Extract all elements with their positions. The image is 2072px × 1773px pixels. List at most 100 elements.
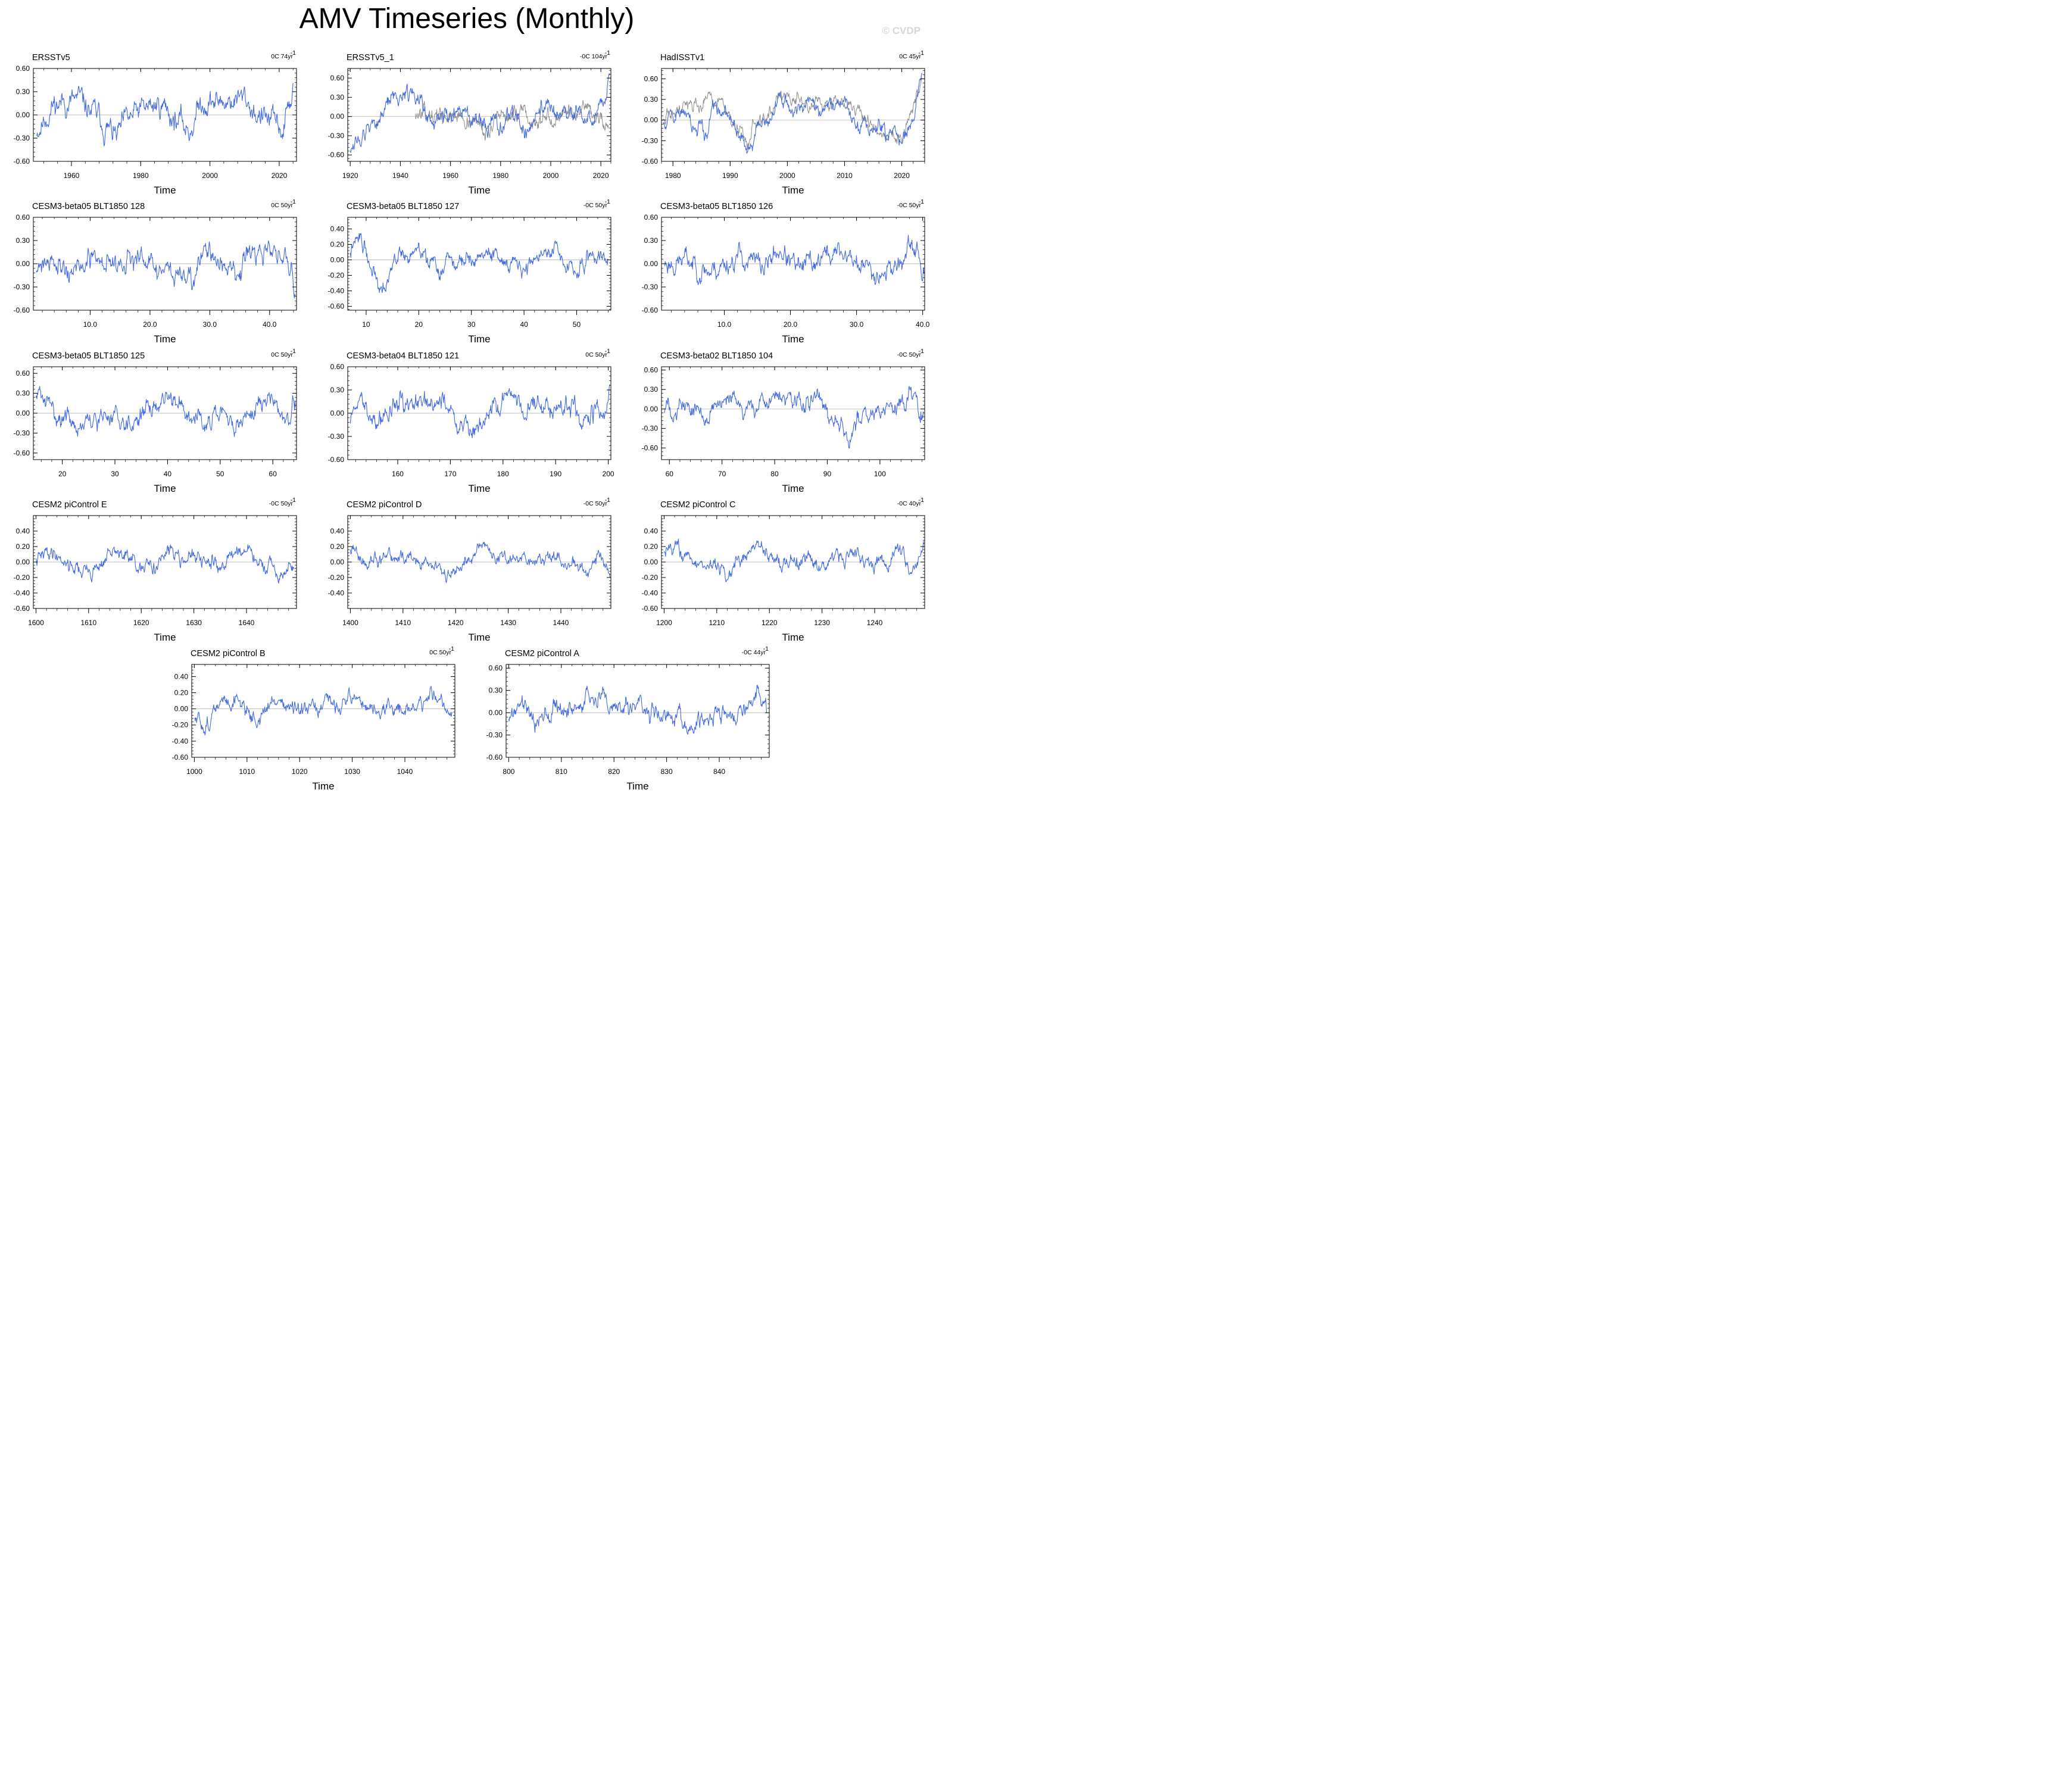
- y-tick-label: 0.30: [644, 236, 659, 245]
- x-tick-label: 1210: [709, 619, 725, 627]
- x-tick-label: 190: [550, 470, 561, 478]
- x-tick-label: 1200: [656, 619, 672, 627]
- series-line: [350, 233, 609, 294]
- x-axis-label: Time: [154, 185, 176, 196]
- y-tick-label: 0.60: [16, 369, 30, 377]
- y-tick-label: 0.40: [644, 527, 659, 535]
- x-tick-label: 830: [661, 767, 673, 776]
- x-tick-label: 80: [770, 470, 779, 478]
- x-axis-label: Time: [782, 483, 804, 494]
- x-tick-label: 30: [111, 470, 119, 478]
- y-tick-label: 0.00: [644, 116, 659, 124]
- panel-cesm2-picontrol-e: CESM2 piControl E -0C 50yr-1 -0.60 -0.40 -0.…: [14, 497, 297, 643]
- x-tick-label: 1620: [133, 619, 149, 627]
- panel-cesm3-beta04-blt1850-121: CESM3-beta04 BLT1850 121 0C 50yr-1 -0.60 -0…: [328, 348, 614, 494]
- panel-trend-label: 0C 50yr: [585, 351, 607, 358]
- series-line: [508, 685, 767, 735]
- x-axis-label: Time: [782, 632, 804, 643]
- panel-cesm3-beta02-blt1850-104: CESM3-beta02 BLT1850 104 -0C 50yr-1 -0.60 -…: [642, 348, 925, 494]
- y-tick-label: -0.60: [642, 157, 659, 166]
- panel-hadisstv1: HadISSTv1 0C 45yr-1 -0.60 -0.30 0.00 0.30 0.60…: [642, 49, 925, 196]
- x-tick-label: 40.0: [916, 320, 930, 329]
- y-tick-label: -0.60: [14, 604, 30, 613]
- y-tick-label: 0.40: [16, 527, 30, 535]
- y-tick-label: 0.40: [174, 672, 189, 681]
- x-tick-label: 50: [216, 470, 224, 478]
- panel-trend-exponent: -1: [291, 348, 296, 355]
- x-tick-label: 1010: [239, 767, 255, 776]
- y-tick-label: -0.30: [642, 424, 659, 433]
- y-tick-label: -0.40: [328, 589, 345, 597]
- series-line: [194, 685, 453, 736]
- x-tick-label: 1610: [80, 619, 96, 627]
- panel-title: CESM3-beta05 BLT1850 128: [32, 202, 145, 211]
- panel-title: ERSSTv5_1: [347, 53, 394, 63]
- x-tick-label: 1980: [133, 171, 149, 180]
- y-tick-label: -0.20: [642, 573, 659, 582]
- x-tick-label: 20: [415, 320, 423, 329]
- series-line: [350, 384, 610, 439]
- x-tick-label: 10.0: [717, 320, 732, 329]
- x-tick-label: 2020: [272, 171, 288, 180]
- y-tick-label: -0.30: [642, 283, 659, 291]
- panel-title: CESM3-beta02 BLT1850 104: [660, 351, 773, 361]
- panel-trend-label: -0C 40yr: [897, 500, 922, 507]
- plot-frame: [347, 68, 611, 162]
- y-tick-label: -0.30: [328, 432, 345, 441]
- x-tick-label: 1020: [292, 767, 308, 776]
- secondary-series-line: [663, 77, 922, 150]
- panel-trend-label: 0C 50yr: [271, 351, 293, 358]
- x-axis-label: Time: [626, 781, 648, 792]
- panel-cesm2-picontrol-b: CESM2 piControl B 0C 50yr-1 -0.60 -0.40 -0.2…: [172, 645, 455, 792]
- y-tick-label: 0.00: [330, 409, 345, 417]
- y-tick-label: -0.20: [328, 573, 345, 582]
- y-tick-label: -0.20: [172, 721, 189, 729]
- y-tick-label: 0.00: [644, 405, 659, 413]
- panel-trend-label: -0C 50yr: [269, 500, 294, 507]
- y-tick-label: 0.30: [644, 385, 659, 394]
- x-tick-label: 1030: [344, 767, 360, 776]
- panel-cesm3-beta05-blt1850-127: CESM3-beta05 BLT1850 127 -0C 50yr-1 -0.60 -…: [328, 198, 611, 345]
- panel-trend-exponent: -1: [605, 348, 610, 355]
- y-tick-label: 0.00: [16, 409, 30, 417]
- x-tick-label: 20.0: [784, 320, 798, 329]
- x-tick-label: 1980: [665, 171, 681, 180]
- x-tick-label: 10.0: [83, 320, 98, 329]
- x-tick-label: 20: [58, 470, 67, 478]
- panel-trend-exponent: -1: [919, 348, 924, 355]
- y-tick-label: -0.20: [328, 271, 345, 280]
- page-title: AMV Timeseries (Monthly): [299, 3, 635, 35]
- y-tick-label: -0.60: [172, 753, 189, 761]
- series-line: [350, 73, 610, 153]
- x-tick-label: 1990: [722, 171, 738, 180]
- y-tick-label: -0.60: [642, 306, 659, 314]
- x-tick-label: 1410: [395, 619, 411, 627]
- panel-trend-exponent: -1: [605, 49, 610, 57]
- panel-title: CESM2 piControl E: [32, 500, 107, 510]
- y-tick-label: 0.60: [330, 74, 345, 82]
- x-tick-label: 2000: [779, 171, 795, 180]
- y-tick-label: -0.40: [14, 589, 30, 597]
- panel-trend-label: 0C 50yr: [429, 649, 451, 656]
- panel-trend-exponent: -1: [763, 645, 769, 653]
- x-tick-label: 100: [874, 470, 886, 478]
- series-line: [350, 541, 610, 583]
- y-tick-label: -0.60: [328, 151, 345, 159]
- panel-trend-label: -0C 50yr: [897, 202, 922, 209]
- cvdp-watermark: © CVDP: [882, 25, 920, 36]
- y-tick-label: -0.60: [328, 455, 345, 464]
- x-tick-label: 2010: [837, 171, 853, 180]
- y-tick-label: 0.00: [174, 705, 189, 713]
- y-tick-label: 0.20: [330, 542, 345, 551]
- panel-trend-exponent: -1: [291, 49, 296, 57]
- x-tick-label: 20.0: [143, 320, 157, 329]
- panel-trend-exponent: -1: [605, 497, 610, 504]
- y-tick-label: 0.30: [330, 93, 345, 101]
- y-tick-label: -0.30: [14, 283, 30, 291]
- x-tick-label: 1440: [553, 619, 569, 627]
- series-line: [663, 386, 924, 449]
- y-tick-label: 0.00: [644, 558, 659, 566]
- panel-title: CESM2 piControl B: [191, 649, 266, 658]
- y-tick-label: -0.60: [642, 604, 659, 613]
- x-axis-label: Time: [312, 781, 334, 792]
